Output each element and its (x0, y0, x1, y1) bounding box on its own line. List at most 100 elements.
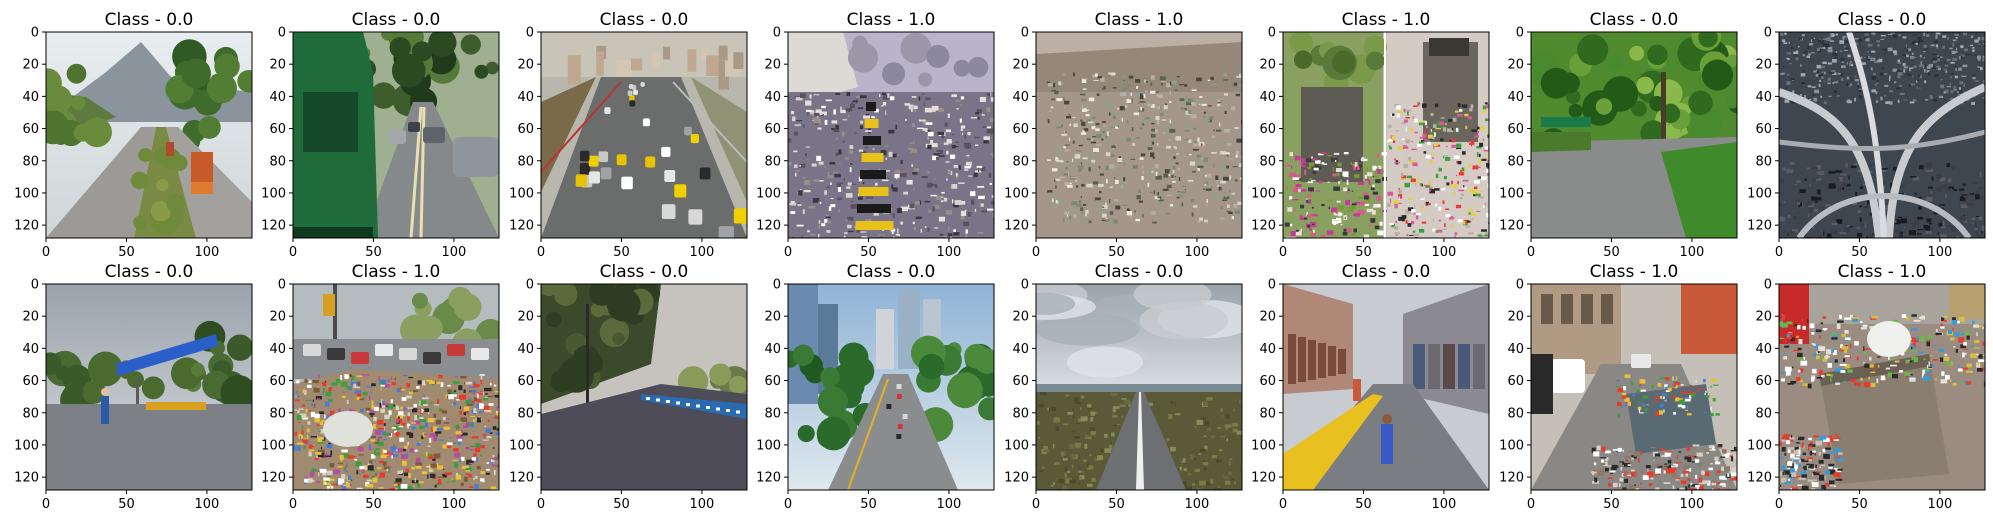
y-tick-label: 0 (773, 278, 781, 293)
x-tick-label: 100 (1185, 497, 1210, 512)
y-tick-label: 120 (1251, 471, 1276, 486)
panel-frame (1282, 283, 1490, 491)
x-tick-label: 0 (537, 245, 545, 260)
y-tick-label: 100 (1747, 186, 1772, 201)
y-tick-label: 120 (756, 219, 781, 234)
panel-title: Class - 0.0 (352, 10, 441, 30)
panel-image-market-street-walker (1283, 284, 1489, 490)
y-tick-label: 20 (1012, 58, 1029, 73)
panel-image-sweeper-cloudy-road (46, 284, 252, 490)
y-tick-label: 40 (764, 90, 781, 105)
panel-frame (1282, 31, 1490, 239)
panel-frame (45, 283, 253, 491)
y-tick-label: 20 (1755, 58, 1772, 73)
y-tick-label: 20 (22, 58, 39, 73)
y-tick-label: 80 (1755, 154, 1772, 169)
y-tick-label: 60 (22, 122, 39, 137)
y-tick-label: 40 (22, 90, 39, 105)
panel-image-highway-mountains (46, 32, 252, 238)
x-tick-label: 50 (1108, 245, 1125, 260)
y-tick-label: 60 (1012, 374, 1029, 389)
x-tick-label: 100 (442, 497, 467, 512)
x-tick-label: 50 (860, 245, 877, 260)
y-tick-label: 0 (1021, 26, 1029, 41)
panel-image-overflowing-bins-pair (1283, 32, 1489, 238)
y-tick-label: 0 (1516, 278, 1524, 293)
y-tick-label: 100 (14, 186, 39, 201)
x-tick-label: 0 (42, 245, 50, 260)
x-tick-label: 50 (613, 245, 630, 260)
panel-frame (787, 283, 995, 491)
panel-title: Class - 0.0 (600, 10, 689, 30)
x-tick-label: 0 (1775, 245, 1783, 260)
panel-title: Class - 0.0 (1095, 262, 1184, 282)
panel-title: Class - 0.0 (600, 262, 689, 282)
y-tick-label: 20 (517, 310, 534, 325)
panel-title: Class - 1.0 (847, 10, 936, 30)
y-tick-label: 0 (1516, 26, 1524, 41)
y-tick-label: 40 (22, 342, 39, 357)
panel-frame (292, 31, 500, 239)
x-tick-label: 100 (690, 245, 715, 260)
x-tick-label: 100 (1928, 497, 1953, 512)
y-tick-label: 120 (509, 219, 534, 234)
y-tick-label: 0 (278, 278, 286, 293)
y-tick-label: 60 (269, 122, 286, 137)
y-tick-label: 20 (1507, 58, 1524, 73)
y-tick-label: 60 (1259, 122, 1276, 137)
y-tick-label: 0 (773, 26, 781, 41)
x-tick-label: 100 (442, 245, 467, 260)
y-tick-label: 20 (1012, 310, 1029, 325)
panel-image-ground-trash-closeup (1036, 32, 1242, 238)
y-tick-label: 40 (1259, 342, 1276, 357)
y-tick-label: 40 (1755, 342, 1772, 357)
y-tick-label: 80 (1012, 154, 1029, 169)
panel-frame (1530, 31, 1738, 239)
x-tick-label: 100 (1680, 497, 1705, 512)
y-tick-label: 60 (1259, 374, 1276, 389)
y-tick-label: 120 (1747, 471, 1772, 486)
x-tick-label: 50 (118, 245, 135, 260)
y-tick-label: 100 (1251, 438, 1276, 453)
y-tick-label: 120 (1004, 471, 1029, 486)
x-tick-label: 100 (195, 245, 220, 260)
y-tick-label: 0 (1021, 278, 1029, 293)
x-tick-label: 50 (1108, 497, 1125, 512)
y-tick-label: 20 (764, 310, 781, 325)
y-tick-label: 100 (261, 186, 286, 201)
x-tick-label: 100 (1928, 245, 1953, 260)
y-tick-label: 40 (764, 342, 781, 357)
panel-title: Class - 1.0 (352, 262, 441, 282)
y-tick-label: 80 (1507, 406, 1524, 421)
y-tick-label: 60 (1012, 122, 1029, 137)
x-tick-label: 0 (784, 245, 792, 260)
y-tick-label: 60 (1507, 374, 1524, 389)
y-tick-label: 60 (1755, 374, 1772, 389)
panel-title: Class - 0.0 (105, 10, 194, 30)
panel-image-littered-road-divider (788, 32, 994, 238)
panel-title: Class - 0.0 (1342, 262, 1431, 282)
panel-frame (540, 283, 748, 491)
y-tick-label: 0 (278, 26, 286, 41)
y-tick-label: 120 (14, 471, 39, 486)
y-tick-label: 80 (269, 406, 286, 421)
y-tick-label: 80 (1507, 154, 1524, 169)
x-tick-label: 100 (1185, 245, 1210, 260)
y-tick-label: 40 (269, 90, 286, 105)
y-tick-label: 100 (509, 186, 534, 201)
panel-frame (1035, 31, 1243, 239)
y-tick-label: 120 (1499, 471, 1524, 486)
y-tick-label: 20 (22, 310, 39, 325)
x-tick-label: 50 (1851, 497, 1868, 512)
y-tick-label: 0 (1268, 26, 1276, 41)
y-tick-label: 120 (261, 471, 286, 486)
y-tick-label: 40 (1755, 90, 1772, 105)
panel-image-busy-highway-traffic (541, 32, 747, 238)
y-tick-label: 100 (1004, 186, 1029, 201)
